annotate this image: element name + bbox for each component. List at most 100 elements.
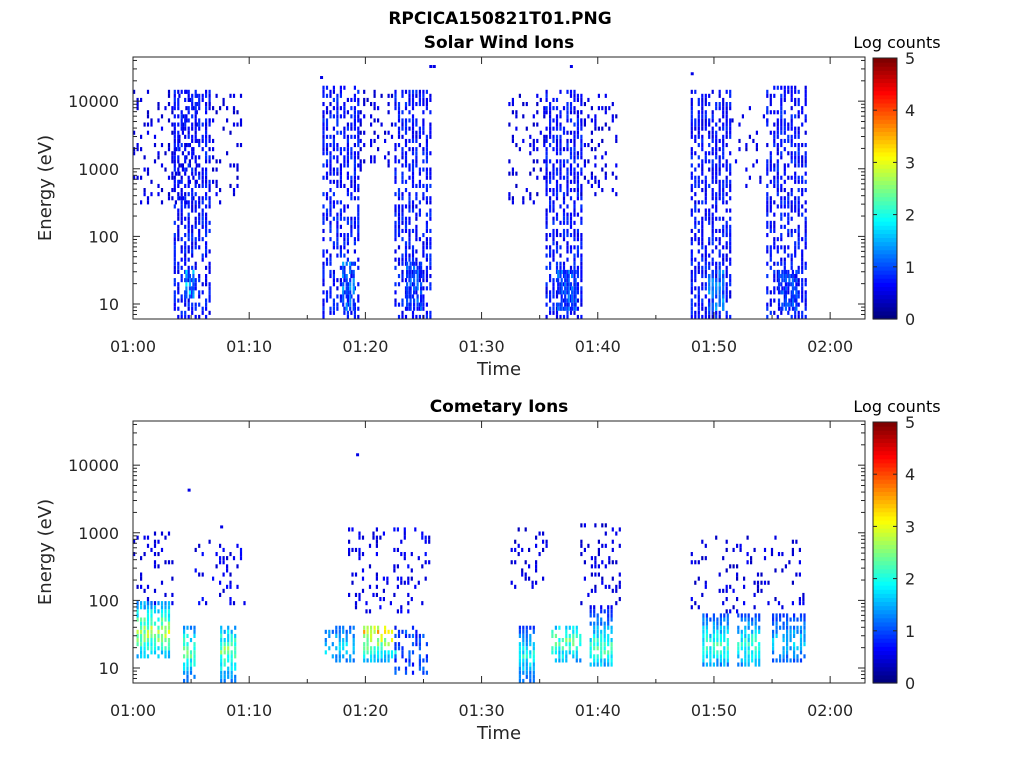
heatmap-cell: [336, 278, 339, 283]
heatmap-cell: [184, 269, 187, 274]
heatmap-cell: [187, 220, 190, 225]
heatmap-cell: [536, 138, 539, 143]
y-tick-label: 10: [99, 295, 119, 314]
heatmap-cell: [522, 670, 525, 675]
heatmap-cell: [157, 625, 160, 630]
heatmap-cell: [425, 241, 428, 246]
heatmap-cell: [799, 633, 803, 638]
heatmap-cell: [779, 658, 782, 663]
heatmap-cell: [345, 290, 348, 295]
heatmap-cell: [346, 138, 349, 143]
heatmap-cell: [557, 278, 560, 283]
heatmap-cell: [571, 269, 574, 274]
heatmap-cell: [397, 143, 401, 148]
heatmap-cell: [777, 290, 781, 295]
heatmap-cell: [352, 274, 355, 279]
heatmap-cell: [573, 237, 576, 242]
heatmap-cell: [797, 126, 800, 131]
colorbar-step: [873, 270, 897, 275]
heatmap-cell: [545, 286, 548, 291]
heatmap-cell: [766, 204, 769, 209]
heatmap-cell: [562, 130, 566, 135]
heatmap-cell: [180, 278, 183, 283]
heatmap-cell: [594, 564, 597, 569]
heatmap-cell: [415, 118, 418, 123]
heatmap-cell: [786, 646, 789, 651]
heatmap-cell: [401, 151, 404, 156]
heatmap-cell: [793, 617, 796, 622]
heatmap-cell: [562, 274, 566, 279]
heatmap-cell: [136, 638, 139, 643]
heatmap-cell: [425, 171, 428, 176]
heatmap-cell: [542, 539, 545, 544]
heatmap-cell: [787, 163, 790, 168]
heatmap-cell: [751, 629, 754, 634]
heatmap-cell: [339, 265, 342, 270]
colorbar-step: [873, 581, 897, 586]
heatmap-cell: [552, 249, 555, 254]
heatmap-cell: [189, 666, 193, 671]
heatmap-cell: [766, 118, 769, 123]
heatmap-cell: [562, 306, 566, 311]
heatmap-cell: [339, 200, 342, 205]
heatmap-cell: [373, 625, 376, 630]
heatmap-cell: [404, 155, 408, 160]
heatmap-cell: [415, 269, 418, 274]
heatmap-cell: [589, 605, 592, 610]
heatmap-cell: [561, 658, 564, 663]
heatmap-cell: [745, 147, 748, 152]
heatmap-cell: [325, 143, 329, 148]
heatmap-cell: [766, 208, 769, 213]
heatmap-cell: [408, 93, 411, 98]
heatmap-cell: [790, 192, 793, 197]
heatmap-cell: [743, 576, 746, 581]
heatmap-cell: [524, 572, 527, 577]
heatmap-cell: [425, 155, 428, 160]
heatmap-cell: [375, 592, 378, 597]
heatmap-cell: [219, 188, 222, 193]
heatmap-cell: [198, 233, 201, 238]
heatmap-cell: [205, 314, 208, 319]
heatmap-cell: [415, 228, 418, 233]
heatmap-cell: [725, 269, 728, 274]
heatmap-cell: [779, 617, 782, 622]
heatmap-cell: [146, 584, 150, 589]
heatmap-cell: [350, 151, 353, 156]
heatmap-cell: [387, 654, 390, 659]
heatmap-cell: [329, 212, 332, 217]
heatmap-cell: [350, 261, 353, 266]
heatmap-cell: [776, 278, 779, 283]
heatmap-cell: [342, 274, 345, 279]
heatmap-cell: [701, 539, 704, 544]
heatmap-cell: [407, 592, 410, 597]
heatmap-cell: [401, 261, 404, 266]
heatmap-cell: [408, 110, 411, 115]
heatmap-cell: [187, 224, 190, 229]
heatmap-cell: [418, 633, 421, 638]
heatmap-cell: [397, 257, 401, 262]
heatmap-cell: [425, 228, 428, 233]
colorbar-step: [873, 536, 897, 541]
heatmap-cell: [390, 638, 394, 643]
heatmap-cell: [753, 580, 756, 585]
heatmap-cell: [797, 147, 800, 152]
colorbar-tick-label: 2: [905, 570, 915, 589]
heatmap-cell: [772, 629, 775, 634]
heatmap-cell: [718, 167, 721, 172]
heatmap-cell: [208, 228, 211, 233]
panel-title: Cometary Ions: [430, 397, 569, 417]
heatmap-cell: [420, 269, 423, 274]
heatmap-cell: [793, 646, 796, 651]
heatmap-cell: [136, 629, 139, 634]
heatmap-cell: [551, 650, 554, 655]
colorbar-step: [873, 204, 897, 210]
heatmap-cell: [776, 143, 779, 148]
heatmap-cell: [576, 110, 579, 115]
heatmap-cell: [180, 310, 183, 315]
heatmap-cell: [389, 601, 392, 606]
heatmap-cell: [146, 646, 150, 651]
plot-area: [133, 421, 865, 683]
heatmap-cell: [566, 188, 569, 193]
heatmap-cell: [701, 188, 704, 193]
heatmap-cell: [795, 282, 798, 287]
